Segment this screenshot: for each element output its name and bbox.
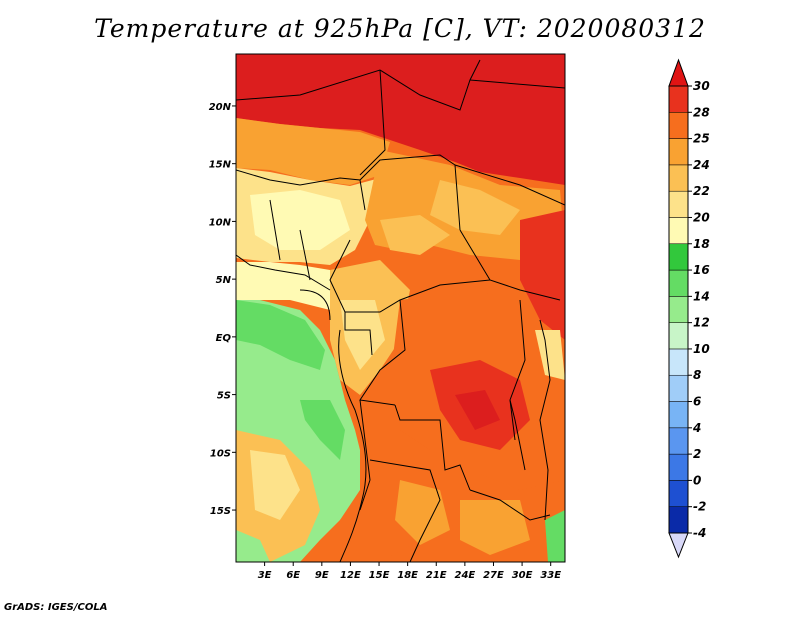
lon-tick-label: 15E — [369, 570, 390, 581]
lat-tick-label: EQ — [216, 333, 232, 344]
colorbar-segment — [668, 164, 689, 192]
colorbar-segment — [668, 348, 689, 376]
colorbar-frame — [668, 85, 689, 534]
colorbar-label: 28 — [693, 105, 710, 119]
colorbar-segment — [668, 138, 689, 166]
lon-tick-label: 9E — [315, 570, 329, 581]
colorbar-segment — [668, 427, 689, 455]
colorbar-label: 30 — [693, 79, 710, 93]
colorbar-label: 25 — [693, 132, 710, 146]
colorbar-segment — [668, 506, 689, 534]
lat-tick-label: 20N — [209, 102, 232, 113]
colorbar-label: 6 — [693, 395, 701, 409]
colorbar-segment — [668, 217, 689, 245]
colorbar-label: 4 — [692, 421, 701, 435]
colorbar-label: 20 — [693, 210, 710, 224]
lon-tick-label: 12E — [340, 570, 361, 581]
lat-tick-label: 5S — [217, 391, 231, 402]
colorbar-label: -2 — [693, 500, 706, 514]
lon-tick-label: 3E — [258, 570, 272, 581]
colorbar-segment — [668, 480, 689, 507]
colorbar-label: 14 — [693, 289, 710, 303]
colorbar-segment — [668, 243, 689, 271]
lat-tick-label: 15N — [209, 160, 232, 171]
latitude-axis: 20N 15N 10N 5N EQ 5S 10S 15S — [209, 102, 236, 517]
lon-tick-label: 18E — [397, 570, 418, 581]
colorbar-segment — [668, 453, 689, 481]
colorbar-label: 2 — [693, 447, 701, 461]
longitude-axis: 3E 6E 9E 12E 15E 18E 21E 24E 27E 30E 33E — [258, 562, 561, 581]
colorbar-label: 8 — [693, 368, 701, 382]
colorbar-segment — [668, 374, 689, 402]
colorbar-segment — [668, 190, 689, 218]
colorbar-segment — [668, 112, 689, 139]
map-frame — [235, 53, 566, 563]
colorbar-label: 0 — [693, 473, 701, 487]
colorbar-segment — [668, 401, 689, 429]
lon-tick-label: 33E — [540, 570, 561, 581]
colorbar-low-cap — [668, 532, 689, 559]
colorbar-label: -4 — [693, 526, 706, 540]
colorbar-segment — [668, 85, 689, 113]
lon-tick-label: 30E — [512, 570, 533, 581]
lat-tick-label: 5N — [216, 275, 232, 286]
country-borders — [236, 59, 565, 562]
lon-tick-label: 24E — [454, 570, 475, 581]
colorbar-label: 10 — [693, 342, 710, 356]
colorbar-label: 18 — [693, 237, 710, 251]
colorbar-high-cap — [668, 58, 689, 87]
map-title: Temperature at 925hPa [C], VT: 202008031… — [94, 14, 706, 43]
colorbar-segment — [668, 296, 689, 323]
colorbar-segment — [668, 322, 689, 350]
lat-tick-label: 10S — [210, 448, 231, 459]
lon-tick-label: 27E — [483, 570, 504, 581]
colorbar-label: 12 — [693, 316, 710, 330]
footer-credit: GrADS: IGES/COLA — [4, 602, 108, 613]
lat-tick-label: 10N — [209, 217, 232, 228]
lon-tick-label: 21E — [426, 570, 447, 581]
colorbar-label: 24 — [693, 158, 710, 172]
lon-tick-label: 6E — [286, 570, 300, 581]
colorbar-label: 22 — [693, 184, 710, 198]
colorbar-segment — [668, 269, 689, 297]
lat-tick-label: 15S — [210, 506, 231, 517]
colorbar-label: 16 — [693, 263, 710, 277]
